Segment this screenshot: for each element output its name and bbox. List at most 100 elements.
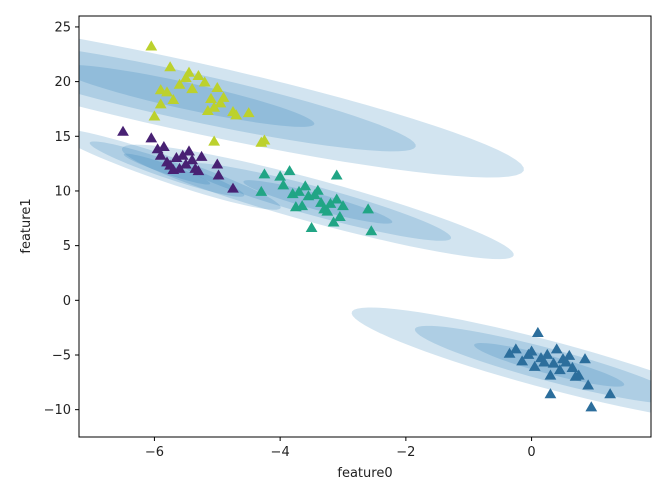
cluster-3-point bbox=[337, 200, 349, 211]
y-axis-label: feature1 bbox=[19, 198, 34, 253]
cluster-4-point bbox=[154, 98, 167, 109]
cluster-4-point bbox=[208, 101, 221, 112]
cluster-2-point bbox=[531, 326, 544, 337]
cluster-2-point bbox=[509, 343, 522, 354]
component-3-ellipse-level-2 bbox=[184, 162, 452, 241]
y-tick-label: −5 bbox=[52, 348, 71, 363]
cluster-4-point bbox=[258, 134, 271, 145]
cluster-1-point bbox=[183, 145, 195, 156]
cluster-4-point bbox=[242, 107, 255, 118]
y-tick-label: 0 bbox=[63, 294, 71, 309]
cluster-2-point bbox=[579, 353, 591, 364]
x-tick-label: −6 bbox=[145, 445, 164, 460]
cluster-2-point bbox=[516, 355, 529, 366]
y-tick-label: 25 bbox=[54, 20, 71, 35]
plot-frame bbox=[78, 15, 652, 438]
cluster-1-point bbox=[157, 141, 170, 152]
component-4-ellipse-level-2 bbox=[79, 51, 416, 152]
cluster-2-point bbox=[582, 379, 595, 390]
cluster-2-point bbox=[503, 347, 516, 358]
cluster-3-point bbox=[299, 180, 312, 191]
cluster-3-point bbox=[321, 205, 334, 216]
cluster-4-point bbox=[161, 86, 173, 97]
y-tick-label: −10 bbox=[44, 403, 71, 418]
cluster-4-point bbox=[186, 83, 199, 94]
cluster-1-point bbox=[186, 154, 199, 165]
cluster-1-point bbox=[117, 125, 129, 136]
cluster-4-point bbox=[230, 109, 243, 120]
x-tick-label: −2 bbox=[396, 445, 415, 460]
cluster-2-point bbox=[544, 369, 557, 380]
cluster-3-point bbox=[258, 168, 271, 179]
cluster-2-point bbox=[528, 360, 541, 371]
cluster-3-point bbox=[330, 193, 343, 204]
cluster-4-point bbox=[173, 78, 186, 89]
cluster-2-point bbox=[550, 343, 563, 354]
data-points bbox=[117, 40, 617, 412]
y-tick-label: 15 bbox=[54, 130, 71, 145]
cluster-2-point bbox=[544, 388, 557, 399]
cluster-3-point bbox=[274, 170, 287, 181]
cluster-3-point bbox=[305, 221, 318, 232]
cluster-2-point bbox=[566, 361, 579, 372]
cluster-1-point bbox=[173, 162, 186, 173]
component-1-ellipse-level-1 bbox=[351, 307, 651, 413]
cluster-2-point bbox=[538, 356, 551, 367]
cluster-2-point bbox=[563, 349, 576, 360]
cluster-4-point bbox=[211, 81, 224, 93]
cluster-1-point bbox=[227, 182, 239, 193]
cluster-3-point bbox=[277, 179, 290, 190]
cluster-1-point bbox=[176, 149, 189, 160]
cluster-4-point bbox=[145, 40, 158, 51]
x-axis-label: feature0 bbox=[337, 466, 392, 481]
y-axis-ticks: −10 −5 0 5 10 15 20 25 bbox=[44, 20, 79, 418]
component-3-ellipse-level-3 bbox=[243, 180, 393, 224]
cluster-2-point bbox=[585, 401, 598, 412]
cluster-2-point bbox=[541, 348, 554, 359]
cluster-1-point bbox=[179, 158, 192, 169]
cluster-3-point bbox=[311, 184, 324, 195]
cluster-3-point bbox=[255, 185, 268, 196]
cluster-3-point bbox=[327, 216, 340, 227]
cluster-4-point bbox=[179, 72, 192, 83]
cluster-4-point bbox=[208, 135, 221, 146]
cluster-4-point bbox=[164, 61, 177, 72]
cluster-4-point bbox=[183, 66, 195, 77]
cluster-3-point bbox=[283, 165, 296, 176]
cluster-4-point bbox=[148, 110, 161, 121]
x-tick-label: 0 bbox=[527, 445, 535, 460]
cluster-2-point bbox=[572, 369, 585, 380]
x-tick-label: −4 bbox=[271, 445, 290, 460]
cluster-3-point bbox=[333, 211, 346, 222]
y-tick-label: 20 bbox=[54, 75, 71, 90]
cluster-4-point bbox=[201, 104, 214, 115]
cluster-1-point bbox=[145, 132, 158, 143]
cluster-4-point bbox=[198, 76, 211, 87]
cluster-4-point bbox=[192, 69, 205, 80]
cluster-3-point bbox=[365, 225, 378, 236]
cluster-2-point bbox=[560, 356, 573, 367]
cluster-1-point bbox=[211, 158, 224, 169]
cluster-2-point bbox=[547, 357, 560, 368]
cluster-2-point bbox=[604, 388, 617, 399]
cluster-4-point bbox=[167, 94, 180, 105]
cluster-3-point bbox=[330, 169, 343, 180]
cluster-1-point bbox=[192, 165, 205, 176]
cluster-1-point bbox=[212, 169, 225, 180]
cluster-1-point bbox=[154, 149, 167, 160]
cluster-3-point bbox=[362, 203, 375, 214]
cluster-3-point bbox=[324, 197, 337, 208]
cluster-4-point bbox=[214, 97, 227, 108]
cluster-3-point bbox=[293, 185, 305, 196]
y-tick-label: 5 bbox=[63, 239, 71, 254]
cluster-3-point bbox=[296, 200, 309, 211]
cluster-2-point bbox=[553, 364, 566, 375]
component-4-ellipse-level-3 bbox=[79, 65, 315, 127]
x-axis-ticks: −6 −4 −2 0 bbox=[145, 437, 536, 460]
cluster-4-point bbox=[205, 92, 217, 103]
cluster-1-point bbox=[195, 150, 208, 161]
y-tick-label: 10 bbox=[54, 184, 71, 199]
cluster-2-point bbox=[525, 345, 538, 356]
cluster-4-point bbox=[154, 84, 167, 95]
